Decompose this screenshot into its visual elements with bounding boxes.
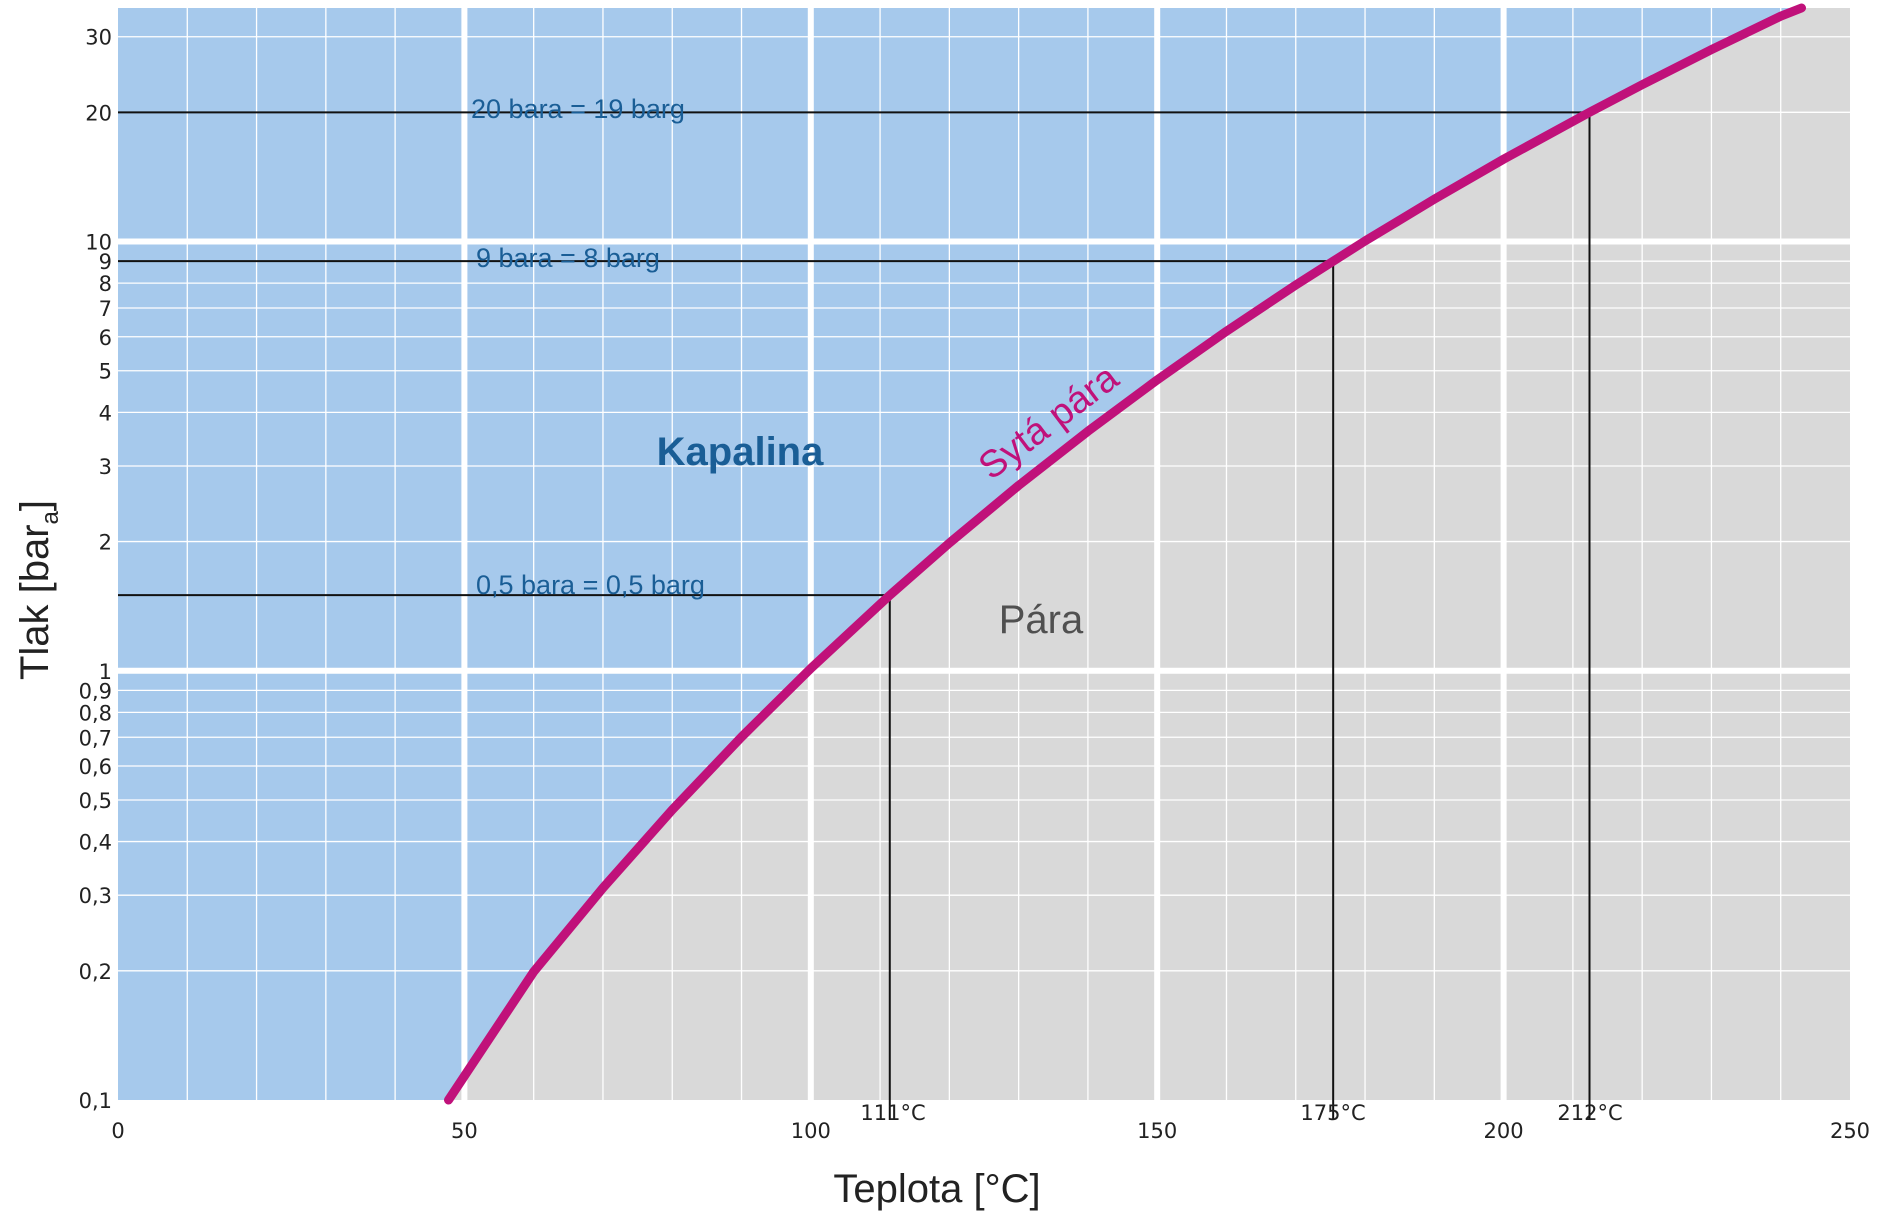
x-tick-label: 200 xyxy=(1484,1119,1524,1143)
y-tick-label: 2 xyxy=(99,531,112,555)
x-tick-label: 250 xyxy=(1830,1119,1870,1143)
y-tick-label: 10 xyxy=(85,231,112,255)
y-tick-label: 0,5 xyxy=(79,789,112,813)
y-tick-label: 20 xyxy=(85,101,112,125)
y-axis-title-main: Tlak [bar xyxy=(13,524,57,680)
y-tick-label: 0,6 xyxy=(79,755,112,779)
x-axis-title: Teplota [°C] xyxy=(833,1167,1040,1211)
saturation-curve xyxy=(444,3,1806,1105)
y-axis-title-subscript: a xyxy=(37,510,64,524)
temp-label-175: 175°C xyxy=(1300,1101,1365,1125)
y-tick-label: 0,8 xyxy=(79,701,112,725)
y-axis-title-close: ] xyxy=(13,500,57,511)
y-tick-label: 0,3 xyxy=(79,884,112,908)
y-tick-label: 4 xyxy=(99,401,112,425)
ref-label-20bar: 20 bara = 19 barg xyxy=(471,94,685,124)
y-tick-label: 5 xyxy=(99,360,112,384)
y-tick-label: 9 xyxy=(99,250,112,274)
y-tick-label: 8 xyxy=(99,272,112,296)
grid-lines xyxy=(118,8,1850,1100)
reference-lines xyxy=(118,111,1591,1120)
tick-labels: 0 50 100 150 200 2500,10,20,30,40,50,60,70,80… xyxy=(79,26,1870,1143)
x-tick-label: 50 xyxy=(451,1119,478,1143)
temp-label-212: 212°C xyxy=(1557,1101,1622,1125)
y-axis-title: Tlak [bara] xyxy=(13,500,64,680)
y-tick-label: 0,1 xyxy=(79,1089,112,1113)
temp-label-111: 111°C xyxy=(860,1101,925,1125)
y-tick-label: 30 xyxy=(85,26,112,50)
y-tick-label: 0,9 xyxy=(79,679,112,703)
y-tick-label: 0,2 xyxy=(79,960,112,984)
x-tick-label: 150 xyxy=(1137,1119,1177,1143)
liquid-region xyxy=(118,8,1802,1100)
y-tick-label: 0,7 xyxy=(79,726,112,750)
x-tick-label: 100 xyxy=(791,1119,831,1143)
y-tick-label: 0,4 xyxy=(79,831,112,855)
x-tick-label: 0 xyxy=(111,1119,124,1143)
y-tick-label: 1 xyxy=(99,660,112,684)
ref-label-9bar: 9 bara = 8 barg xyxy=(476,243,660,273)
y-tick-label: 3 xyxy=(99,455,112,479)
saturation-curve-layer xyxy=(444,3,1806,1105)
y-tick-label: 6 xyxy=(99,326,112,350)
region-label-liquid: Kapalina xyxy=(657,430,824,474)
region-label-steam: Pára xyxy=(999,598,1084,642)
y-tick-label: 7 xyxy=(99,297,112,321)
plot-background xyxy=(118,8,1850,1100)
ref-label-1-5bar: 0,5 bara = 0,5 barg xyxy=(476,570,705,600)
